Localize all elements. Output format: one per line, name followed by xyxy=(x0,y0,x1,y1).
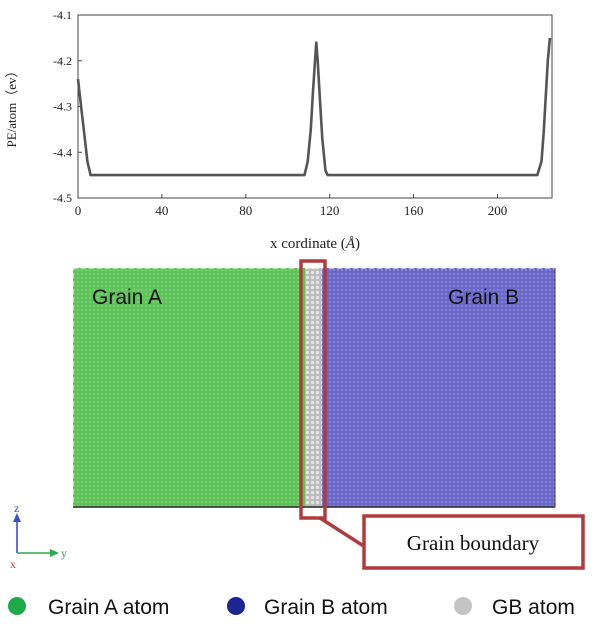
atom-legend: Grain A atom Grain B atom GB atom xyxy=(8,596,575,619)
x-tick-label: 0 xyxy=(75,203,82,218)
y-axis-arrowhead xyxy=(50,549,59,557)
x-tick-label: 200 xyxy=(488,203,508,218)
legend-label-grain-a: Grain A atom xyxy=(48,596,169,619)
y-axis-label: PE/atom（ev） xyxy=(4,64,19,147)
grain-a-region xyxy=(73,268,307,507)
legend-label-grain-b: Grain B atom xyxy=(264,596,388,619)
data-lines xyxy=(76,37,552,177)
y-axis-triad-label: y xyxy=(61,546,67,560)
legend-marker-grain-b xyxy=(227,597,245,615)
x-axis-label-text: x cordinate ( xyxy=(270,236,346,252)
legend-label-gb: GB atom xyxy=(492,596,575,619)
y-tick-label: -4.1 xyxy=(53,8,72,22)
callout-label: Grain boundary xyxy=(407,531,540,555)
legend-marker-grain-a xyxy=(8,597,26,615)
axis-triad: z y x xyxy=(10,501,67,571)
z-axis-arrowhead xyxy=(13,513,21,522)
x-axis-triad-label: x xyxy=(10,557,16,571)
grain-boundary-highlight xyxy=(299,259,327,520)
y-tick-label: -4.4 xyxy=(53,145,72,159)
grain-boundary-region xyxy=(305,268,322,507)
x-tick-label: 120 xyxy=(320,203,340,218)
legend-marker-gb xyxy=(454,597,472,615)
x-tick-label: 40 xyxy=(155,203,168,218)
grain-b-label: Grain B xyxy=(448,286,519,309)
series-line xyxy=(76,37,552,177)
x-axis-label-close: ) xyxy=(355,236,360,252)
y-tick-label: -4.5 xyxy=(53,191,72,205)
y-tick-label: -4.3 xyxy=(53,100,72,114)
y-tick-label: -4.2 xyxy=(53,54,72,68)
plot-area-frame xyxy=(77,14,553,199)
callout-box xyxy=(362,514,585,570)
pe-chart: -4.1 -4.2 -4.3 -4.4 -4.5 0 40 80 120 160 200 PE/a… xyxy=(4,8,553,252)
grain-b-region xyxy=(320,268,555,507)
simulation-snapshot: Grain A Grain B Grain boundary z y x xyxy=(10,259,585,571)
z-axis-label: z xyxy=(14,501,19,515)
x-tick-label: 80 xyxy=(239,203,252,218)
grain-a-label: Grain A xyxy=(92,286,162,309)
x-axis-label-unit: Å xyxy=(345,236,356,252)
x-ticks: 0 40 80 120 160 200 xyxy=(75,194,507,218)
x-axis-label: x cordinate (Å) xyxy=(270,236,360,252)
x-tick-label: 160 xyxy=(404,203,424,218)
y-ticks: -4.1 -4.2 -4.3 -4.4 -4.5 xyxy=(53,8,82,205)
